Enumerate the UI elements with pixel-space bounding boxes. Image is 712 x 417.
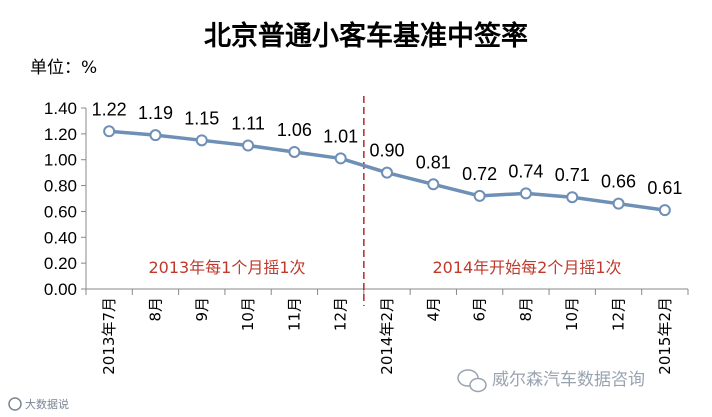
annotation-2013: 2013年每1个月摇1次 — [148, 258, 305, 277]
y-tick-label: 0.20 — [44, 254, 77, 273]
x-tick-label: 8月 — [517, 297, 535, 322]
data-label: 0.81 — [416, 152, 451, 172]
data-point — [242, 139, 255, 152]
watermark-text: 威尔森汽车数据咨询 — [492, 370, 645, 390]
x-tick-label: 6月 — [471, 297, 489, 322]
x-tick-label: 12月 — [332, 297, 350, 331]
x-axis: 2013年7月 8月 9月 10月 11月 12月 2014年2月 4月 6月 8月 10月 12月 2… — [85, 288, 689, 375]
x-tick-label: 10月 — [563, 297, 581, 331]
x-tick-label: 11月 — [285, 297, 303, 331]
y-tick-label: 0.60 — [44, 202, 77, 221]
data-point — [288, 145, 301, 158]
data-label: 0.90 — [369, 141, 404, 161]
data-point — [612, 197, 625, 210]
data-label: 0.74 — [508, 161, 543, 181]
y-tick-label: 1.00 — [44, 151, 77, 170]
y-tick-label: 0.00 — [44, 280, 77, 299]
data-point — [381, 166, 393, 179]
data-label: 1.01 — [323, 126, 358, 146]
y-tick-label: 0.40 — [44, 228, 77, 247]
data-point — [473, 189, 486, 202]
series-line — [103, 125, 671, 217]
data-label: 0.71 — [555, 165, 590, 185]
chart-title: 北京普通小客车基准中签率 — [204, 20, 528, 52]
data-point — [658, 204, 671, 217]
data-label: 1.15 — [184, 108, 219, 128]
y-axis: 0.00 0.20 0.40 0.60 0.80 1.00 1.20 1.40 — [44, 99, 87, 299]
data-label: 0.72 — [462, 164, 497, 184]
data-label: 1.11 — [231, 113, 265, 133]
x-tick-label: 2014年2月 — [378, 297, 396, 375]
data-label: 1.22 — [92, 99, 127, 119]
y-tick-label: 1.20 — [44, 125, 77, 144]
watermark-small-text: 大数据说 — [25, 397, 69, 411]
wechat-icon — [457, 369, 487, 393]
data-label: 1.19 — [138, 103, 173, 123]
y-tick-label: 1.40 — [44, 99, 77, 118]
x-tick-label: 12月 — [610, 297, 628, 331]
data-label: 0.66 — [601, 172, 636, 192]
annotation-2014: 2014年开始每2个月摇1次 — [432, 258, 621, 277]
data-point — [195, 134, 208, 147]
x-tick-label: 9月 — [193, 297, 211, 322]
data-label: 0.61 — [647, 178, 682, 198]
data-point — [149, 129, 162, 142]
data-point — [519, 187, 532, 200]
data-point — [103, 125, 116, 138]
data-point — [566, 191, 579, 204]
watermark: 威尔森汽车数据咨询 大数据说 — [8, 369, 645, 411]
bigdata-logo-icon — [8, 397, 22, 411]
data-label: 1.06 — [277, 120, 312, 140]
data-point — [427, 178, 440, 191]
x-tick-label: 2015年2月 — [656, 297, 674, 375]
x-tick-label: 10月 — [239, 297, 257, 331]
y-tick-label: 0.80 — [44, 177, 77, 196]
data-labels: 1.22 1.19 1.15 1.11 1.06 1.01 0.90 0.81 0.72 0.74… — [92, 99, 683, 198]
x-tick-label: 8月 — [146, 297, 164, 322]
unit-label: 单位：% — [30, 58, 97, 78]
x-tick-label: 4月 — [424, 297, 442, 322]
data-point — [334, 152, 347, 165]
x-tick-label: 2013年7月 — [100, 297, 118, 375]
